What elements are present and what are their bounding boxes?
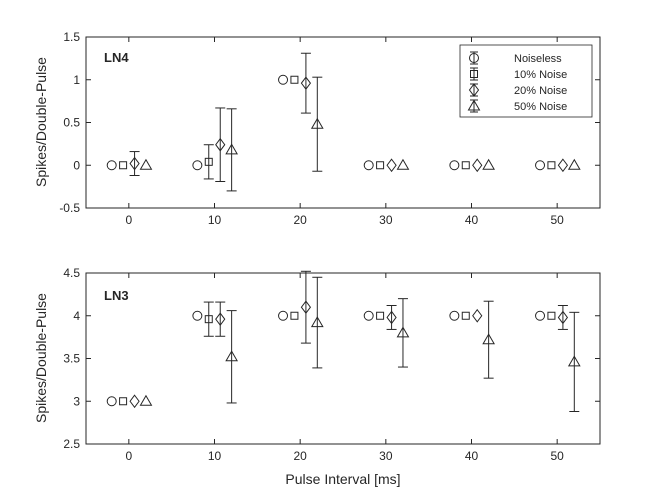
point-50-noise — [482, 333, 496, 345]
panel-bottom: LN3 Spikes/Double-Pulse 0 10 20 30 40 50 2.5 3 3… — [33, 266, 601, 463]
x-tick-label: 40 — [465, 213, 479, 227]
y-tick-label: 4.5 — [63, 266, 80, 280]
legend-label: 10% Noise — [514, 69, 567, 81]
point-10-noise — [547, 161, 556, 170]
x-tick-label: 10 — [208, 449, 222, 463]
marks-top — [106, 52, 581, 192]
point-20-noise — [472, 308, 483, 323]
point-10-noise — [376, 161, 385, 170]
point-20-noise — [472, 158, 483, 173]
panel-label-ln3: LN3 — [104, 288, 129, 303]
y-tick-label: -0.5 — [59, 201, 80, 215]
ylabel-top: Spikes/Double-Pulse — [33, 57, 49, 187]
point-50-noise — [396, 326, 410, 338]
marks-bottom — [106, 270, 581, 413]
x-tick-label: 30 — [379, 449, 393, 463]
point-noiseless — [449, 310, 460, 321]
ylabel-bottom: Spikes/Double-Pulse — [33, 293, 49, 423]
x-tick-label: 10 — [208, 213, 222, 227]
point-10-noise — [119, 161, 128, 170]
point-noiseless — [192, 310, 203, 321]
point-20-noise — [386, 158, 397, 173]
point-10-noise — [290, 311, 299, 320]
point-10-noise — [204, 157, 213, 166]
point-10-noise — [290, 75, 299, 84]
point-noiseless — [106, 396, 117, 407]
ticks-top: 0 10 20 30 40 50 -0.5 0 0.5 1 1.5 — [59, 30, 600, 227]
ticks-bottom: 0 10 20 30 40 50 2.5 3 3.5 4 4.5 — [63, 266, 600, 463]
x-tick-label: 20 — [293, 449, 307, 463]
xlabel: Pulse Interval [ms] — [285, 471, 400, 487]
point-noiseless — [363, 160, 374, 171]
axes-box-bottom — [85, 272, 601, 445]
point-noiseless — [278, 310, 289, 321]
legend-marker-circle — [469, 53, 479, 63]
point-50-noise — [567, 158, 581, 170]
point-10-noise — [119, 397, 128, 406]
y-tick-label: 0 — [73, 158, 80, 172]
legend: Noiseless 10% Noise 20% Noise 50% Noise — [459, 44, 593, 118]
point-10-noise — [461, 161, 470, 170]
point-50-noise — [396, 158, 410, 170]
x-tick-label: 40 — [465, 449, 479, 463]
panel-label-ln4: LN4 — [104, 50, 129, 65]
point-50-noise — [139, 394, 153, 406]
legend-marker-diamond — [468, 83, 480, 97]
point-10-noise — [461, 311, 470, 320]
point-10-noise — [376, 311, 385, 320]
point-50-noise — [225, 143, 239, 155]
y-tick-label: 4 — [73, 309, 80, 323]
point-20-noise — [557, 310, 569, 325]
y-tick-label: 3.5 — [63, 352, 80, 366]
x-tick-label: 50 — [550, 449, 564, 463]
x-tick-label: 50 — [550, 213, 564, 227]
point-20-noise — [300, 300, 312, 315]
point-50-noise — [225, 350, 239, 362]
point-noiseless — [363, 310, 374, 321]
y-tick-label: 1.5 — [63, 30, 80, 44]
x-tick-label: 0 — [125, 213, 132, 227]
y-tick-label: 2.5 — [63, 437, 80, 451]
point-noiseless — [449, 160, 460, 171]
point-20-noise — [129, 394, 140, 409]
point-noiseless — [535, 310, 546, 321]
legend-marker-square — [470, 70, 478, 78]
point-noiseless — [192, 160, 203, 171]
x-tick-label: 0 — [125, 449, 132, 463]
legend-items: Noiseless 10% Noise 20% Noise 50% Noise — [467, 51, 567, 113]
point-20-noise — [215, 312, 226, 327]
point-50-noise — [482, 158, 496, 170]
point-10-noise — [547, 311, 556, 320]
point-50-noise — [567, 355, 581, 367]
point-noiseless — [535, 160, 546, 171]
legend-label: 50% Noise — [514, 101, 567, 113]
point-20-noise — [386, 310, 397, 325]
x-tick-label: 30 — [379, 213, 393, 227]
legend-marker-triangle — [467, 99, 481, 111]
point-50-noise — [310, 117, 324, 129]
legend-box — [459, 44, 593, 118]
point-noiseless — [106, 160, 117, 171]
point-20-noise — [557, 158, 569, 173]
y-tick-label: 3 — [73, 394, 80, 408]
y-tick-label: 1 — [73, 73, 80, 87]
y-tick-label: 0.5 — [63, 116, 80, 130]
x-tick-label: 20 — [293, 213, 307, 227]
point-20-noise — [215, 137, 226, 152]
legend-label: Noiseless — [514, 53, 562, 65]
point-noiseless — [278, 74, 289, 85]
point-50-noise — [310, 316, 324, 328]
point-10-noise — [204, 315, 213, 324]
point-50-noise — [139, 158, 153, 170]
point-20-noise — [300, 76, 312, 91]
point-20-noise — [129, 156, 140, 171]
legend-label: 20% Noise — [514, 85, 567, 97]
